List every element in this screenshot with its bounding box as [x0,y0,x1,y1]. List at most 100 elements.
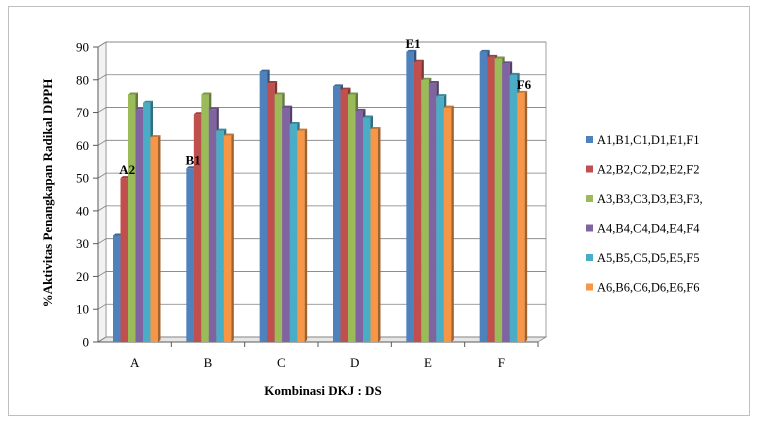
gridline [97,74,546,81]
bar-top [348,92,358,95]
bar-top [509,72,520,75]
bar-side [304,128,308,342]
bar-top [428,81,439,84]
x-axis-title: Kombinasi DKJ : DS [264,383,381,398]
x-tick-label: F [498,355,505,370]
bar-side [378,126,381,342]
bar [340,89,348,342]
bar-top [274,92,285,95]
bar [223,135,232,342]
bar [509,74,518,342]
gridline [97,41,546,48]
bar [150,137,158,342]
bar-top [502,61,513,64]
bar [297,130,305,342]
y-tick-label: 60 [76,138,89,153]
bar [274,94,283,343]
bar [333,86,341,342]
legend-swatch [586,254,593,261]
bar [113,235,121,342]
bar-top [223,133,234,136]
legend-swatch [586,283,593,291]
bar [120,178,128,342]
bar-top [143,100,153,103]
gridline [97,172,546,179]
bar [282,107,290,342]
bar-top [443,105,454,108]
x-tick-label: D [350,355,359,370]
gridline [97,205,546,212]
plot-floor [96,336,548,343]
bar [436,96,444,343]
bar-side [231,133,234,342]
bar-top [128,92,138,95]
bar [517,92,525,342]
bar-top [494,56,505,59]
bar [355,110,363,343]
bar [494,58,503,342]
legend-entry: A2,B2,C2,D2,E2,F2 [597,163,699,177]
bar-top [517,90,528,93]
legend-swatch [586,195,593,202]
bar [487,56,495,342]
bar-top [289,122,300,125]
bar-top [208,107,219,110]
gridline [97,107,546,113]
y-tick-label: 50 [76,171,89,186]
annotation-e1: E1 [405,36,420,51]
bar-side [524,90,528,342]
bar [216,130,224,342]
bar [479,51,488,343]
bar-top [363,115,373,118]
y-tick-label: 0 [83,335,90,350]
annotation-b1: B1 [185,152,200,167]
gridline [97,238,546,245]
bar [143,102,151,342]
bar-top [267,81,278,84]
bar [502,63,510,343]
y-tick-label: 90 [76,40,89,55]
gridline [97,139,546,146]
bar-top [479,49,490,52]
legend-entry: A5,B5,C5,D5,E5,F5 [597,251,699,265]
bar [413,61,422,342]
bar-top [421,77,432,80]
bar-top [340,87,351,90]
x-tick-label: B [204,355,213,370]
bar-top [333,84,343,87]
bar-top [259,69,270,72]
bar-top [406,49,417,52]
bar-top [436,94,447,97]
bar-side [158,135,161,342]
bar [267,83,275,343]
legend-swatch [586,224,593,232]
bar-top [355,108,366,111]
x-tick-label: A [130,355,140,370]
bar-top [487,54,498,57]
x-tick-label: C [277,355,286,370]
bar [421,79,429,343]
annotation-a2: A2 [119,162,135,177]
bar [135,109,143,343]
bar-top [413,59,424,62]
gridline [97,271,546,277]
bar [208,109,217,343]
bar [370,128,378,342]
bar [406,51,414,343]
bar [289,124,298,343]
legend-entry: A1,B1,C1,D1,E1,F1 [597,133,699,147]
y-tick-label: 10 [76,302,89,317]
bar-top [297,128,308,131]
y-tick-label: 80 [76,72,89,87]
bar-top [150,135,161,138]
annotation-f6: F6 [517,77,532,92]
x-tick-label: E [424,355,432,370]
bar-top [282,105,293,108]
bar-top [216,128,227,131]
bar-side [451,105,454,342]
bar [193,114,202,342]
plot-side-wall [97,41,107,343]
bar [201,94,209,343]
bar-top [370,126,381,129]
